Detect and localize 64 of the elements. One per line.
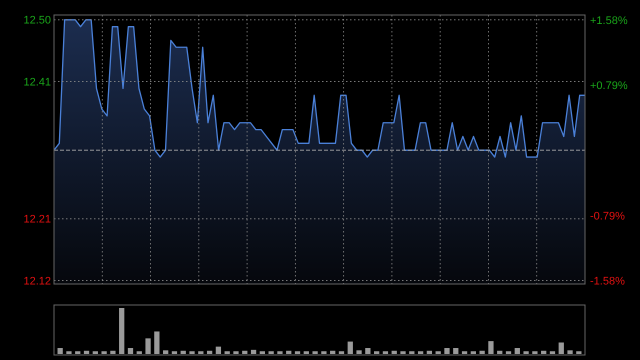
bar (312, 351, 318, 354)
bar (365, 348, 370, 354)
y2-tick-label: -0.79% (590, 210, 626, 222)
bar (128, 348, 134, 354)
bar (506, 351, 512, 354)
y2-tick-label: -1.58% (590, 276, 626, 288)
y-tick-label: 12.21 (23, 214, 51, 226)
bar (338, 351, 344, 354)
bar (532, 351, 538, 354)
bar (233, 351, 239, 354)
bar (154, 331, 160, 354)
y-tick-label: 12.41 (23, 76, 51, 88)
bar (409, 351, 414, 354)
y2-tick-label: +1.58% (590, 14, 628, 27)
y-tick-label: 12.12 (23, 275, 51, 288)
bar (119, 308, 124, 354)
bar (453, 348, 458, 354)
bar (180, 350, 186, 354)
bar (58, 348, 63, 354)
bar (286, 350, 292, 354)
bar (66, 351, 72, 354)
bar (558, 342, 564, 354)
bar (250, 350, 256, 354)
bar (436, 351, 441, 354)
bar (470, 351, 476, 354)
bar (277, 351, 283, 354)
bar (348, 342, 353, 354)
bar (294, 351, 300, 354)
bar (330, 350, 336, 354)
bar (567, 350, 573, 354)
bar (198, 351, 204, 354)
bar (136, 351, 142, 354)
bar (550, 351, 556, 354)
bar (400, 351, 406, 354)
bar (189, 351, 195, 354)
bar (514, 348, 520, 354)
bar (444, 348, 450, 354)
bar (392, 350, 397, 354)
y-tick-label: 12.50 (23, 14, 51, 27)
bar (488, 341, 494, 354)
bar (356, 350, 362, 354)
bar (304, 351, 309, 354)
bar (418, 351, 424, 354)
bar (374, 351, 380, 354)
bar (523, 351, 529, 354)
bar (260, 351, 265, 354)
bar (75, 351, 80, 354)
bar (242, 350, 248, 354)
bar (92, 351, 98, 354)
bar (321, 351, 327, 354)
bar (497, 350, 502, 354)
bar (216, 346, 222, 354)
bar (268, 351, 274, 354)
bar (576, 351, 582, 354)
bar (145, 338, 151, 354)
bar (172, 351, 178, 354)
bar (101, 351, 107, 354)
bar (541, 350, 546, 354)
bar (224, 351, 230, 354)
bar (480, 350, 485, 354)
bar (462, 351, 468, 354)
bar (163, 350, 168, 354)
y2-tick-label: +0.79% (590, 80, 628, 92)
bar (382, 351, 388, 354)
